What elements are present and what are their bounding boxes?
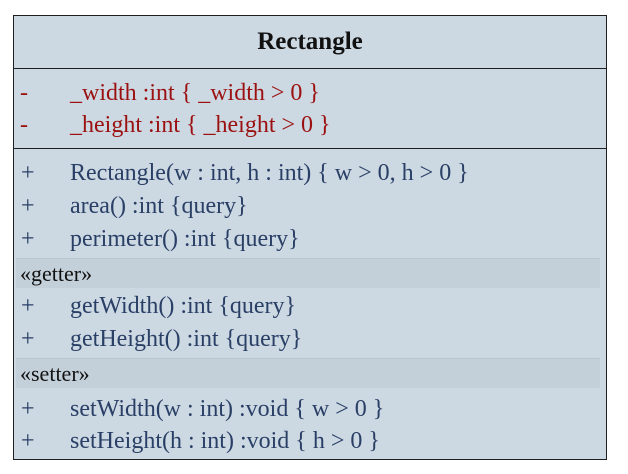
operation-text: area() :int {query} — [70, 193, 248, 219]
public-visibility-marker: + — [21, 293, 35, 319]
public-visibility-marker: + — [21, 160, 35, 186]
private-visibility-marker: - — [20, 112, 28, 138]
operation-row-set-width: + setWidth(w : int) :void { w > 0 } — [14, 394, 606, 424]
operation-row-set-height: + setHeight(h : int) :void { h > 0 } — [14, 426, 606, 456]
getter-stereotype: «getter» — [16, 258, 600, 288]
operation-text: getWidth() :int {query} — [70, 293, 297, 319]
operation-text: setHeight(h : int) :void { h > 0 } — [70, 428, 380, 454]
uml-class-box: Rectangle - _width :int { _width > 0 } -… — [13, 15, 607, 460]
attributes-divider — [14, 148, 607, 149]
operation-text: perimeter() :int {query} — [70, 226, 300, 252]
operation-text: getHeight() :int {query} — [70, 326, 303, 352]
name-divider — [14, 68, 606, 69]
attribute-row-height: - _height :int { _height > 0 } — [14, 110, 606, 140]
operation-row-perimeter: + perimeter() :int {query} — [14, 224, 606, 254]
attribute-row-width: - _width :int { _width > 0 } — [14, 78, 606, 108]
public-visibility-marker: + — [21, 193, 35, 219]
public-visibility-marker: + — [21, 428, 35, 454]
public-visibility-marker: + — [21, 396, 35, 422]
public-visibility-marker: + — [21, 326, 35, 352]
operation-text: Rectangle(w : int, h : int) { w > 0, h >… — [70, 160, 469, 186]
class-name: Rectangle — [257, 28, 363, 55]
operation-row-area: + area() :int {query} — [14, 191, 606, 221]
operation-row-get-height: + getHeight() :int {query} — [14, 324, 606, 354]
operation-row-constructor: + Rectangle(w : int, h : int) { w > 0, h… — [14, 158, 606, 188]
public-visibility-marker: + — [21, 226, 35, 252]
setter-stereotype: «setter» — [16, 358, 600, 388]
private-visibility-marker: - — [20, 80, 28, 106]
operation-row-get-width: + getWidth() :int {query} — [14, 291, 606, 321]
operation-text: setWidth(w : int) :void { w > 0 } — [70, 396, 385, 422]
attribute-text: _height :int { _height > 0 } — [70, 112, 331, 138]
attribute-text: _width :int { _width > 0 } — [70, 80, 320, 106]
